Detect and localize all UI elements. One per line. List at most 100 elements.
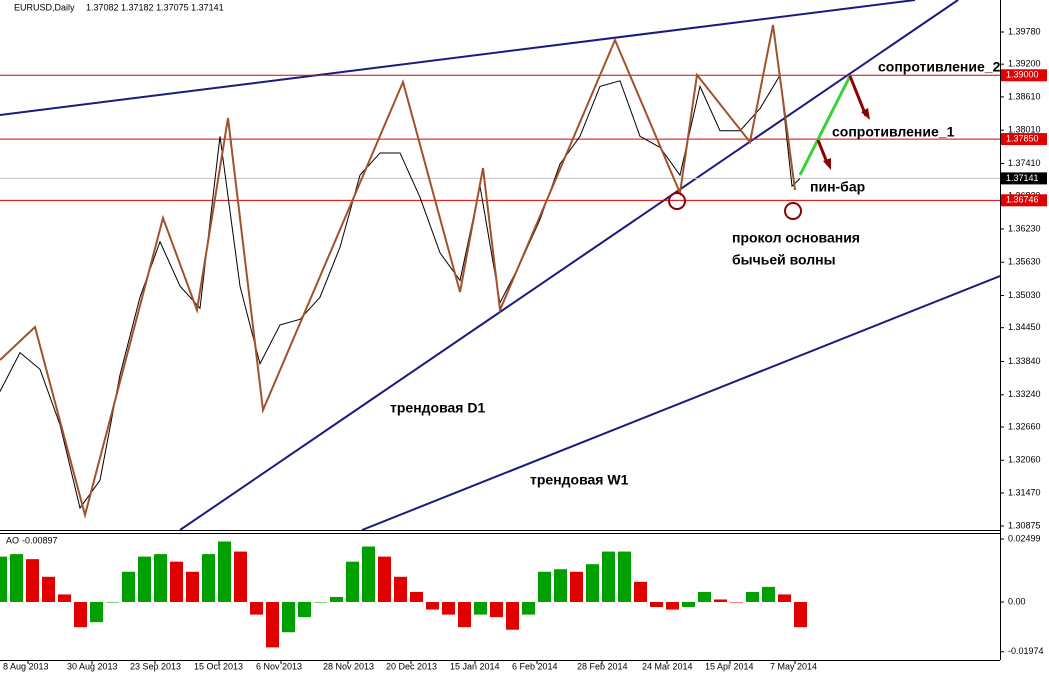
y-tick-label: 1.32660 xyxy=(1008,421,1041,431)
level-label: 1.36746 xyxy=(1006,195,1039,205)
chart-subtitle: 1.37082 1.37182 1.37075 1.37141 xyxy=(86,2,224,12)
ao-bar xyxy=(634,581,647,602)
ao-bar xyxy=(474,601,487,615)
trend-line xyxy=(179,0,959,530)
price-line xyxy=(0,73,801,510)
indicator-title: AO xyxy=(6,535,19,545)
ao-bar xyxy=(714,599,727,602)
ao-bar xyxy=(442,601,455,615)
x-tick-label: 6 Nov 2013 xyxy=(256,661,302,671)
ao-bar xyxy=(586,564,599,602)
ao-bar xyxy=(522,601,535,615)
ao-bar xyxy=(762,586,775,602)
ao-bar xyxy=(410,591,423,602)
ao-bar xyxy=(554,569,567,602)
ao-bar xyxy=(666,601,679,610)
trend-line xyxy=(361,274,1000,530)
down-arrow xyxy=(848,75,868,117)
ao-bar xyxy=(202,554,215,602)
x-tick-label: 8 Aug 2013 xyxy=(3,661,49,671)
ao-bar xyxy=(682,601,695,608)
ao-bar xyxy=(58,594,71,602)
ao-bar xyxy=(250,601,263,615)
y-tick-label: 1.35630 xyxy=(1008,257,1041,267)
annotation: трендовая D1 xyxy=(390,400,485,416)
arrow-head xyxy=(861,108,870,120)
y-tick-label: 1.34450 xyxy=(1008,322,1041,332)
ao-bar xyxy=(746,591,759,602)
annotation: сопротивление_1 xyxy=(832,124,955,140)
ao-bar xyxy=(538,571,551,602)
annotation: сопротивление_2 xyxy=(878,59,1001,75)
annotation: пин-бар xyxy=(810,179,865,195)
ao-bar xyxy=(698,591,711,602)
ao-bar xyxy=(106,601,119,603)
y-tick-label: 1.36230 xyxy=(1008,223,1041,233)
y-tick-label: 1.30875 xyxy=(1008,520,1041,530)
ao-bar xyxy=(602,551,615,602)
y-tick-label: 1.35030 xyxy=(1008,290,1041,300)
ao-bar xyxy=(42,576,55,602)
y-tick-label: 0.00 xyxy=(1008,596,1026,606)
y-tick-label: 1.31470 xyxy=(1008,487,1041,497)
ao-bar xyxy=(90,601,103,623)
chart-title: EURUSD,Daily xyxy=(14,2,75,12)
ao-bar xyxy=(186,571,199,602)
ao-bar xyxy=(426,601,439,610)
ao-bar xyxy=(0,556,7,602)
y-tick-label: 1.38010 xyxy=(1008,125,1041,135)
y-tick-label: 1.38610 xyxy=(1008,91,1041,101)
ao-bar xyxy=(346,561,359,602)
arrow-head xyxy=(823,158,831,170)
wave-line xyxy=(0,24,796,519)
level-label-box xyxy=(1001,133,1047,146)
ao-bar xyxy=(122,571,135,602)
y-tick-label: 1.33240 xyxy=(1008,389,1041,399)
level-label-box xyxy=(1001,194,1047,207)
ao-bar xyxy=(10,554,23,602)
ao-bar xyxy=(170,561,183,602)
ao-bar xyxy=(490,601,503,618)
x-tick-label: 28 Nov 2013 xyxy=(323,661,374,671)
trend-line xyxy=(0,0,916,116)
ao-bar xyxy=(458,601,471,628)
x-tick-label: 24 Mar 2014 xyxy=(642,661,693,671)
x-tick-label: 30 Aug 2013 xyxy=(67,661,118,671)
indicator-value: -0.00897 xyxy=(22,535,58,545)
level-label: 1.37850 xyxy=(1006,133,1039,143)
x-tick-label: 15 Apr 2014 xyxy=(705,661,754,671)
annotation: бычьей волны xyxy=(732,252,836,268)
y-tick-label: -0.01974 xyxy=(1008,646,1044,656)
ao-bar xyxy=(794,601,807,628)
level-label-box xyxy=(1001,69,1047,82)
ao-bar xyxy=(378,556,391,602)
x-tick-label: 7 May 2014 xyxy=(770,661,817,671)
y-tick-label: 1.32060 xyxy=(1008,455,1041,465)
ao-bar xyxy=(650,601,663,608)
x-tick-label: 23 Sep 2013 xyxy=(130,661,181,671)
y-tick-label: 1.33840 xyxy=(1008,356,1041,366)
ao-bar xyxy=(138,556,151,602)
ao-bar xyxy=(298,601,311,618)
ao-bar xyxy=(154,554,167,602)
ao-bar xyxy=(26,559,39,602)
x-tick-label: 15 Oct 2013 xyxy=(194,661,243,671)
y-tick-label: 1.39200 xyxy=(1008,59,1041,69)
projection-arrow xyxy=(798,75,852,176)
x-tick-label: 15 Jan 2014 xyxy=(450,661,500,671)
ao-bar xyxy=(282,601,295,633)
ao-bar xyxy=(394,576,407,602)
annotation: прокол основания xyxy=(732,230,860,246)
annotation: трендовая W1 xyxy=(530,472,629,488)
marker-circle xyxy=(668,192,686,210)
y-tick-label: 0.02499 xyxy=(1008,533,1041,543)
ao-bar xyxy=(730,601,743,603)
y-tick-label: 1.37410 xyxy=(1008,158,1041,168)
price-layer xyxy=(0,0,1000,530)
level-label: 1.37141 xyxy=(1006,173,1039,183)
ao-bar xyxy=(570,571,583,602)
ao-bar xyxy=(330,596,343,602)
x-tick-label: 28 Feb 2014 xyxy=(577,661,628,671)
